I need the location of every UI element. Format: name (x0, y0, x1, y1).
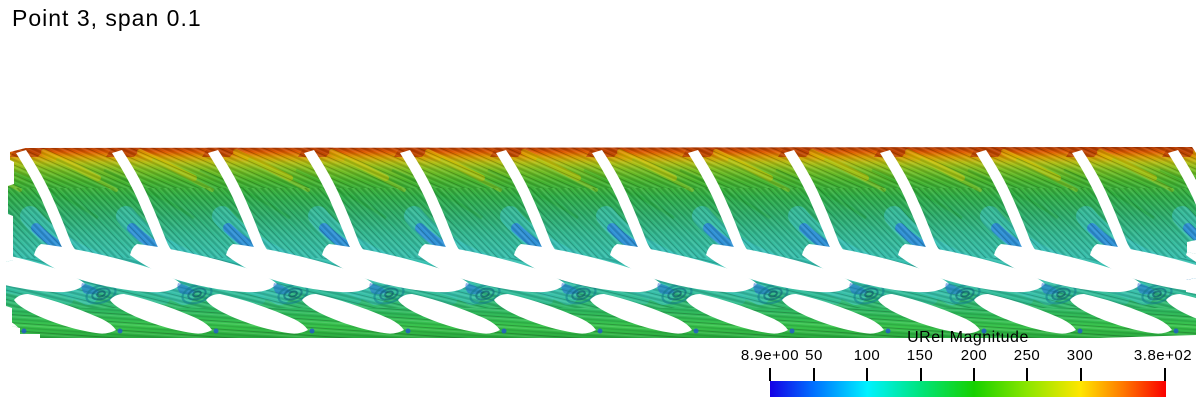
flow-strip (6, 147, 1196, 338)
plot-title: Point 3, span 0.1 (12, 5, 202, 31)
